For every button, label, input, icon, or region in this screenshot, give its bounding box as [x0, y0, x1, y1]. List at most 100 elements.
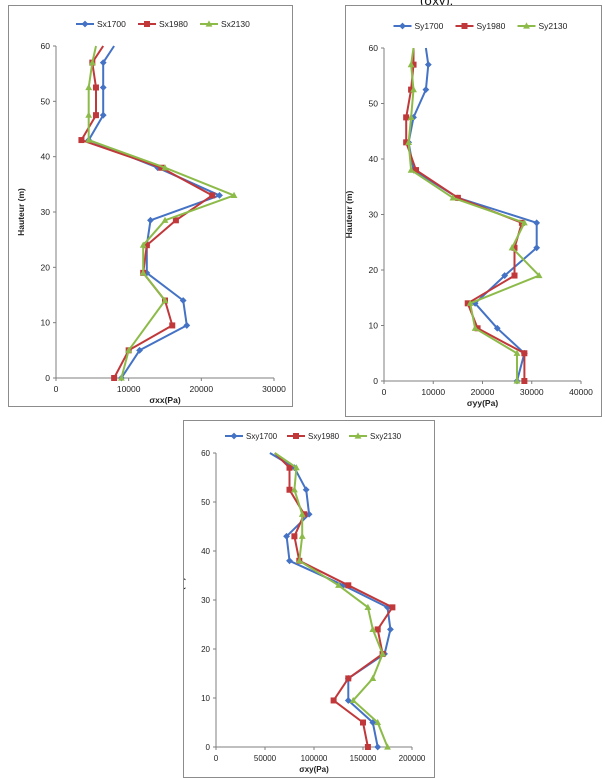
data-point-sy1980 [403, 139, 410, 146]
data-point-sxy1980 [291, 533, 298, 540]
data-point-sxy2130 [291, 486, 298, 493]
x-tick-label: 20000 [190, 384, 214, 394]
data-point-sy1700 [424, 61, 432, 69]
series-line-sxy1700 [269, 452, 392, 748]
data-point-sxy1700 [344, 697, 352, 704]
y-tick-label: 60 [369, 43, 379, 53]
x-axis-title: σxx(Pa) [149, 395, 180, 405]
y-tick-label: 40 [41, 152, 51, 162]
data-point-sxy1700 [374, 743, 382, 751]
data-point-sxy1980 [345, 582, 352, 589]
x-axis-title: σyy(Pa) [467, 398, 498, 408]
data-point-sy1980 [474, 325, 481, 332]
x-tick-label: 10000 [117, 384, 141, 394]
data-point-sxy2130 [298, 532, 306, 539]
data-point-sy2130 [513, 349, 521, 356]
legend-label: Sx2130 [221, 19, 250, 29]
data-point-sx2130 [230, 191, 238, 198]
data-point-sxy1700 [387, 626, 394, 633]
data-point-sxy1700 [369, 719, 377, 726]
data-point-sx2130 [139, 269, 147, 276]
data-point-sxy2130 [335, 581, 342, 588]
legend-marker [144, 21, 150, 27]
data-point-sx2130 [161, 296, 169, 304]
data-point-sxy1700 [302, 486, 310, 494]
data-point-sy1980 [403, 114, 410, 121]
legend-marker [230, 432, 238, 440]
data-point-sy1980 [511, 244, 518, 251]
data-point-sx1980 [143, 242, 150, 249]
data-point-sy2130 [513, 377, 521, 384]
data-point-sxy1980 [360, 719, 366, 726]
data-point-sxy2130 [379, 650, 386, 657]
x-tick-label: 50000 [254, 754, 277, 763]
data-point-sy1700 [533, 244, 541, 252]
data-point-sy1980 [408, 86, 415, 93]
data-point-sx2130 [85, 83, 93, 91]
data-point-sx2130 [161, 164, 169, 171]
y-axis-title: Hauteur (m) [184, 577, 186, 622]
legend-marker [523, 22, 530, 29]
y-tick-label: 60 [41, 41, 51, 51]
y-tick-label: 10 [201, 694, 210, 703]
y-tick-label: 30 [41, 207, 51, 217]
data-point-sx1700 [99, 84, 107, 91]
y-tick-label: 0 [45, 373, 50, 383]
y-tick-label: 40 [201, 547, 210, 556]
data-point-sx1700 [216, 192, 223, 199]
data-point-sy2130 [410, 86, 417, 93]
data-point-sx2130 [125, 346, 133, 353]
series-line-sx2130 [87, 45, 235, 379]
data-point-sy2130 [449, 194, 457, 201]
chart-panel-sxy: 0 10 20 30 40 50 60 0 50000 100000 150000 200000 σxy… [183, 420, 435, 778]
data-point-sy1980 [464, 300, 471, 307]
data-point-sy2130 [407, 166, 415, 173]
data-point-sx1980 [158, 164, 165, 171]
data-point-sxy2130 [374, 718, 382, 726]
x-tick-label: 100000 [301, 754, 328, 763]
chart-syy: 0 10 20 30 40 50 60 0 10000 20000 30000 40000 σyy(Pa… [346, 21, 593, 408]
x-tick-label: 200000 [399, 754, 426, 763]
data-point-sxy2130 [384, 743, 391, 750]
series-line-sxy2130 [274, 452, 389, 748]
x-tick-label: 40000 [569, 387, 593, 397]
caption-fragment: (σxy). [420, 0, 454, 8]
data-point-sx1980 [111, 375, 118, 381]
y-tick-label: 50 [369, 99, 379, 109]
data-point-sy2130 [508, 244, 516, 251]
data-point-sy2130 [407, 113, 415, 120]
data-point-sx1980 [172, 217, 179, 224]
y-tick-label: 20 [369, 265, 379, 275]
legend-label: Sy1980 [477, 21, 506, 31]
data-point-sxy1980 [364, 744, 371, 750]
data-point-sxy2130 [349, 696, 357, 704]
data-point-sy1700 [422, 86, 430, 94]
data-point-sx1980 [209, 192, 216, 199]
y-tick-label: 20 [201, 645, 210, 654]
y-tick-label: 60 [201, 449, 210, 458]
data-point-sxy2130 [364, 603, 372, 610]
legend-label: Sxy2130 [370, 432, 402, 441]
legend-marker [81, 20, 89, 28]
data-point-sx1700 [147, 216, 154, 224]
data-point-sx1700 [99, 111, 107, 119]
y-tick-label: 40 [369, 154, 379, 164]
data-point-sx1700 [136, 346, 143, 354]
data-point-sy2130 [407, 61, 415, 68]
data-point-sx1980 [169, 322, 176, 329]
data-point-sxy2130 [369, 625, 377, 632]
x-tick-label: 0 [214, 754, 219, 763]
y-tick-label: 20 [41, 262, 51, 272]
y-tick-label: 50 [201, 498, 210, 507]
y-axis-title: Hauteur (m) [16, 188, 26, 236]
data-point-sxy1980 [389, 604, 396, 611]
data-point-sy2130 [405, 138, 413, 145]
y-axis-title: Hauteur (m) [346, 190, 354, 238]
data-point-sy1980 [454, 194, 461, 201]
x-tick-label: 0 [54, 384, 59, 394]
x-tick-label: 30000 [262, 384, 286, 394]
y-tick-label: 50 [41, 96, 51, 106]
data-point-sx2130 [161, 216, 169, 223]
legend-marker [399, 22, 406, 30]
data-point-sxy2130 [298, 510, 306, 517]
